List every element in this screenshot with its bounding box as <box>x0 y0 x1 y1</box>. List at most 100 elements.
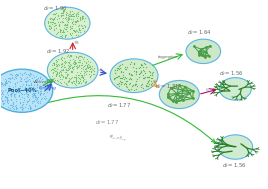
Point <box>60 35 64 38</box>
Point <box>33 91 38 94</box>
Text: $t_{\beta_{010} - \beta_{005}}$: $t_{\beta_{010} - \beta_{005}}$ <box>108 132 128 143</box>
Point <box>44 81 48 84</box>
Point <box>141 69 145 72</box>
Point <box>69 15 73 18</box>
Point <box>133 82 137 85</box>
Point <box>34 84 39 87</box>
Point <box>33 94 38 97</box>
Point <box>143 75 147 78</box>
Point <box>57 63 62 66</box>
Point <box>65 19 69 22</box>
Point <box>6 84 11 87</box>
Point <box>131 83 135 86</box>
Point <box>66 14 70 17</box>
Point <box>11 86 16 89</box>
Point <box>119 69 123 72</box>
Point <box>60 55 64 58</box>
Point <box>4 96 9 99</box>
Point <box>133 83 137 86</box>
Point <box>114 75 119 78</box>
Point <box>138 70 143 73</box>
Point <box>70 18 75 21</box>
Point <box>67 16 71 19</box>
Point <box>82 60 86 63</box>
Point <box>74 77 79 80</box>
Point <box>16 87 20 90</box>
Point <box>62 64 66 67</box>
Point <box>20 108 24 111</box>
Point <box>4 98 9 101</box>
Point <box>80 16 84 19</box>
Point <box>30 100 34 103</box>
Point <box>118 66 122 69</box>
Circle shape <box>186 39 221 64</box>
Point <box>21 88 25 91</box>
Point <box>79 23 83 26</box>
Point <box>83 68 87 71</box>
Point <box>138 86 143 89</box>
Point <box>68 14 72 17</box>
Point <box>144 84 149 87</box>
Point <box>87 69 91 72</box>
Point <box>55 67 59 70</box>
Point <box>23 80 27 83</box>
Point <box>22 99 26 102</box>
Point <box>54 62 58 65</box>
Point <box>131 62 136 65</box>
Point <box>52 66 57 69</box>
Point <box>57 22 61 25</box>
Point <box>22 92 27 95</box>
Point <box>123 67 128 70</box>
Text: $d_f = 1.90$: $d_f = 1.90$ <box>43 4 68 13</box>
Text: $d_f = 1.77$: $d_f = 1.77$ <box>95 118 119 127</box>
Point <box>20 108 24 111</box>
Point <box>39 98 43 101</box>
Point <box>61 29 65 32</box>
Point <box>48 17 52 20</box>
Point <box>73 83 77 86</box>
Point <box>73 61 77 64</box>
Point <box>88 68 92 71</box>
Point <box>9 73 14 76</box>
Point <box>26 79 30 82</box>
Point <box>113 76 117 79</box>
Point <box>65 83 69 86</box>
Point <box>19 105 23 108</box>
Point <box>18 76 23 79</box>
Point <box>64 33 69 36</box>
Point <box>8 89 12 92</box>
Point <box>85 67 90 70</box>
Point <box>115 69 119 72</box>
Point <box>17 94 21 97</box>
Point <box>75 70 79 73</box>
Point <box>117 64 121 67</box>
Point <box>30 86 35 89</box>
Point <box>5 99 9 102</box>
Point <box>5 91 9 94</box>
Point <box>31 79 35 82</box>
Point <box>86 65 90 68</box>
Point <box>14 106 18 109</box>
Point <box>81 79 85 82</box>
Point <box>54 26 58 29</box>
Point <box>51 72 55 75</box>
Point <box>76 30 80 33</box>
Point <box>146 79 151 82</box>
Point <box>64 11 68 14</box>
Point <box>20 103 24 106</box>
Point <box>34 75 38 78</box>
Point <box>84 81 88 84</box>
Point <box>122 83 126 86</box>
Point <box>57 29 62 32</box>
Point <box>83 70 87 74</box>
Point <box>51 61 56 64</box>
Point <box>54 18 59 21</box>
Point <box>76 28 81 31</box>
Point <box>50 68 54 71</box>
Point <box>12 93 17 96</box>
Point <box>18 80 23 83</box>
Point <box>57 74 62 77</box>
Point <box>32 92 36 95</box>
Point <box>31 94 36 97</box>
Point <box>0 96 3 99</box>
